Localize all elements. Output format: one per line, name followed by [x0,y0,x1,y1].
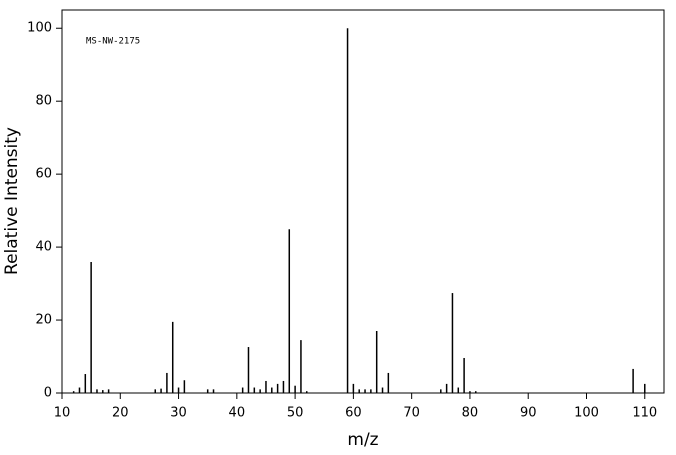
x-tick-label: 80 [462,406,479,421]
x-tick-label: 40 [229,406,246,421]
x-tick-label: 60 [345,406,362,421]
x-tick-label: 70 [403,406,420,421]
x-tick-label: 100 [574,406,599,421]
x-tick-label: 90 [520,406,537,421]
annotation: MS-NW-2175 [86,37,140,47]
plot-frame [61,9,665,394]
y-tick-label: 40 [35,240,52,255]
x-axis-title: m/z [347,430,378,450]
x-tick-label: 50 [287,406,304,421]
y-axis-title: Relative Intensity [2,127,22,275]
x-tick-label: 30 [170,406,187,421]
y-tick-label: 100 [27,21,52,36]
x-tick-label: 20 [112,406,129,421]
y-tick-label: 80 [35,94,52,109]
x-tick-label: 10 [54,406,71,421]
y-tick-label: 0 [44,386,52,401]
y-tick-label: 60 [35,167,52,182]
y-tick-label: 20 [35,313,52,328]
x-tick-label: 110 [632,406,657,421]
